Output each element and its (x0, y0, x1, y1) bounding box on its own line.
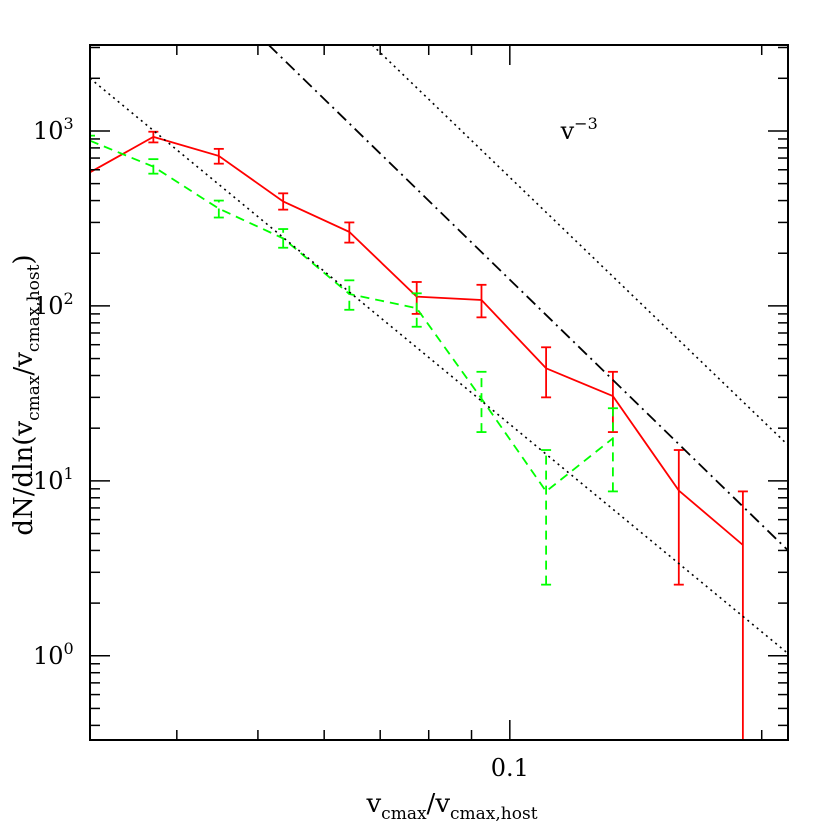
y-tick-labels: 100 101 102 103 (33, 114, 74, 670)
series-line-power-law-dotted-upper (371, 45, 788, 446)
series-line-green-dashed (90, 139, 614, 493)
series-line-red-solid (90, 135, 744, 546)
plot-frame (89, 44, 789, 741)
axis-ticks (90, 45, 788, 740)
x-tick-label-0.1: 0.1 (491, 754, 529, 782)
y-tick-label-1000: 103 (33, 114, 74, 145)
series-line-power-law-dotted-lower (90, 77, 788, 655)
series-line-power-law-dashdot (268, 45, 788, 552)
plot-lines (90, 45, 788, 740)
y-tick-label-10: 101 (33, 464, 74, 495)
y-tick-label-100: 102 (33, 289, 74, 320)
y-axis-label: dN/dln(vcmax/vcmax,host) (9, 254, 44, 535)
y-tick-label-1: 100 (33, 639, 74, 670)
power-law-annotation: v−3 (560, 114, 598, 145)
x-axis-label: vcmax/vcmax,host (365, 789, 537, 824)
